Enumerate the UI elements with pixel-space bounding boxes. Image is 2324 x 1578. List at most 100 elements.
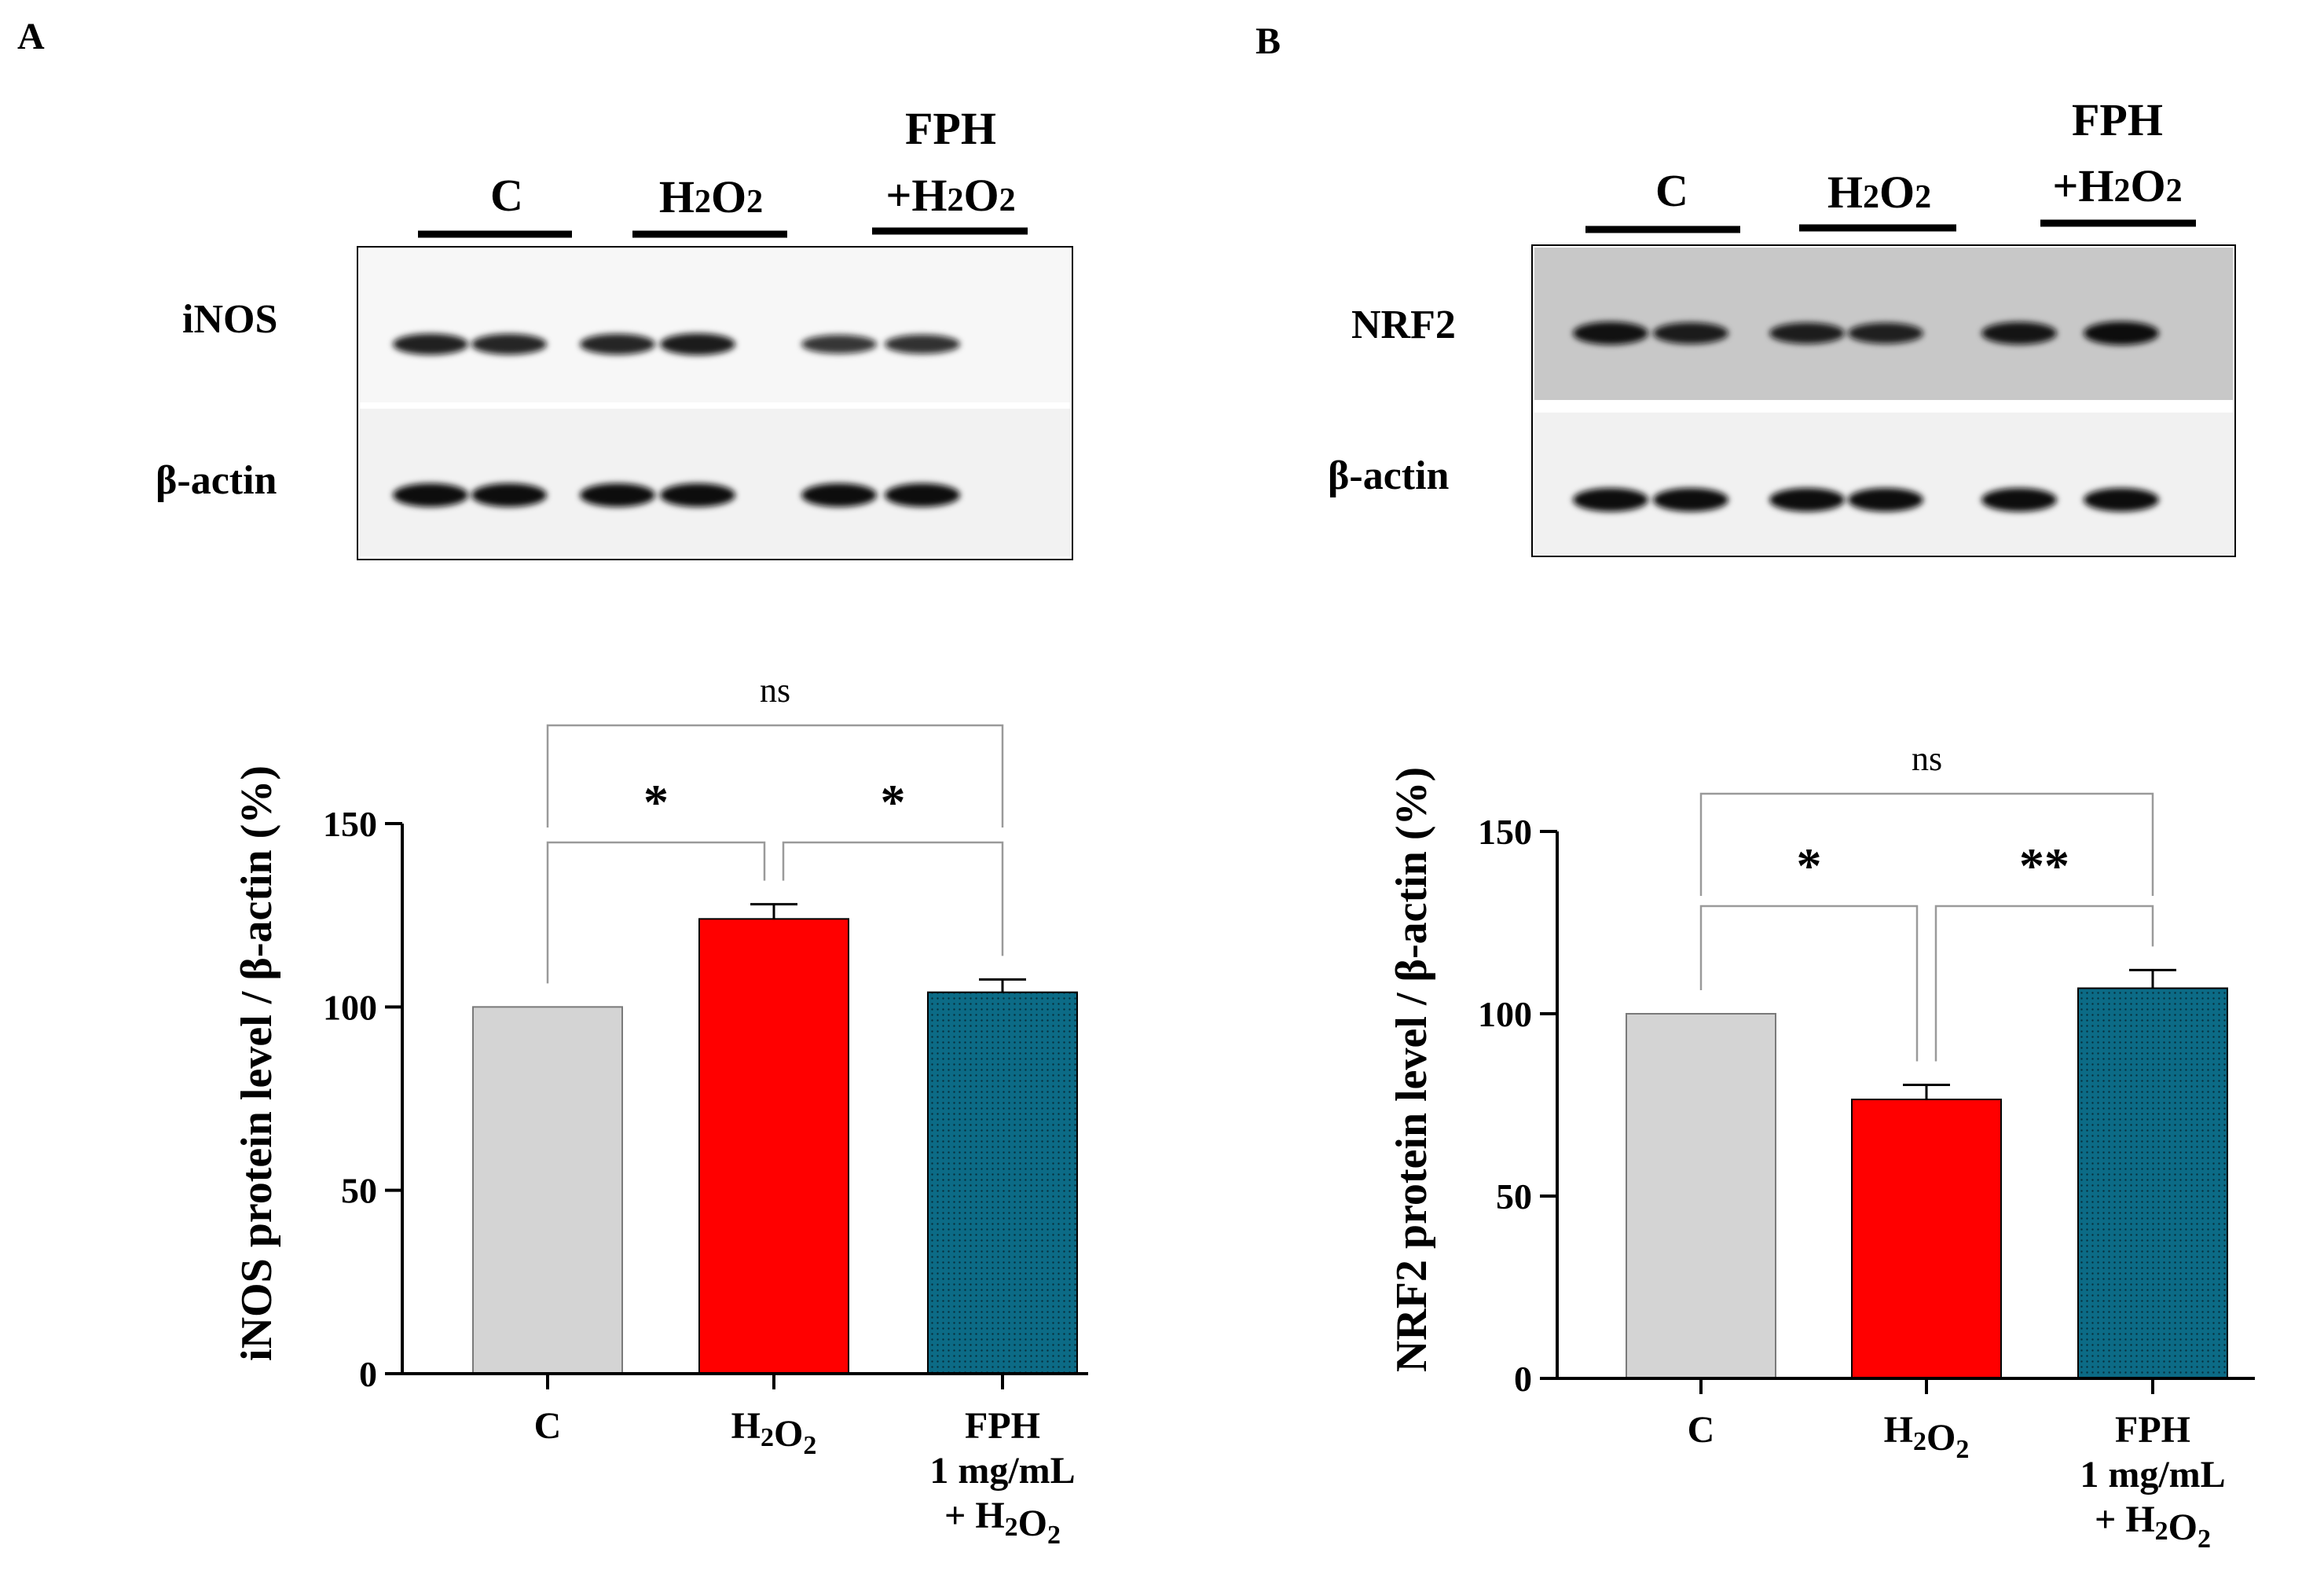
chart-b-category-2-line-1: H2O2 (1884, 1409, 1970, 1464)
blot-b-fph-plus-h: +H (2052, 160, 2113, 211)
chart-b-bar-3 (2077, 987, 2228, 1380)
blot-a-inos-band-6 (885, 334, 960, 354)
chart-a-ytick-label-100: 100 (323, 987, 377, 1027)
chart-b-sig-bracket-3 (1699, 792, 2154, 896)
blot-a-actin-band-6 (885, 483, 960, 507)
blot-b-nrf2-bands (1573, 321, 2159, 345)
blot-b-fph-o: O (2131, 160, 2166, 211)
chart-a-category-3-text: 1 mg/mL (929, 1450, 1075, 1492)
blot-a-row-inos-label: iNOS (182, 297, 277, 342)
chart-b-ytick-label-150: 150 (1478, 812, 1532, 852)
blot-b-actin-bands (1573, 488, 2159, 512)
blot-b-actin-strip (1534, 413, 2233, 554)
blot-a-h2o2-sub2: 2 (746, 184, 763, 220)
chart-a-category-3-line-2: 1 mg/mL (929, 1450, 1075, 1492)
chart-b-ylabel: NRF2 protein level / β-actin (%) (1387, 767, 1436, 1372)
chart-a-category-3-line-3: + H2O2 (944, 1495, 1061, 1550)
chart-a-category-1-text: C (534, 1405, 562, 1447)
blot-b-h2o2-sub1: 2 (1863, 179, 1879, 215)
blot-b-nrf2-band-5 (1981, 321, 2057, 345)
chart-b-category-3-line-3: + H2O2 (2095, 1499, 2211, 1554)
blot-b-fph-sub1: 2 (2114, 173, 2131, 209)
chart-a-category-3-text: O (1018, 1503, 1047, 1544)
blot-b-nrf2-band-3 (1769, 322, 1845, 344)
blot-a-group-fph-label-top: FPH (905, 103, 996, 154)
blot-a-inos-band-3 (580, 333, 655, 355)
blot-b-actin-band-3 (1769, 488, 1845, 512)
chart-b-category-3-text: + H (2095, 1499, 2155, 1540)
chart-b-ytick-label-0: 0 (1514, 1359, 1532, 1399)
blot-a-inos-strip (360, 250, 1070, 402)
chart-a-sig-label-2: * (881, 774, 906, 830)
chart-a-category-1-line-1: C (534, 1405, 562, 1447)
blot-b-h2o2-o: O (1879, 167, 1915, 218)
chart-a-category-2-subscript: 2 (803, 1431, 816, 1460)
chart-a-ytick-label-50: 50 (341, 1171, 377, 1211)
blot-a-fph-sub2: 2 (999, 182, 1016, 218)
chart-b-category-2-text: H (1884, 1409, 1913, 1451)
blot-a-actin-bands (393, 483, 960, 507)
chart-b-category-2-subscript: 2 (1956, 1435, 1969, 1464)
chart-b-category-3-line-1: FPH (2115, 1409, 2190, 1451)
chart-b-category-3-subscript: 2 (2155, 1517, 2168, 1546)
blot-a-inos-band-1 (393, 333, 468, 355)
panel-a-letter: A (17, 16, 45, 57)
chart-a-ytick-label-150: 150 (323, 804, 377, 844)
chart-a-bar-1 (472, 1006, 623, 1375)
chart-b-ytick-label-100: 100 (1478, 994, 1532, 1034)
blot-a-actin-band-4 (660, 483, 735, 507)
blot-b-group-fph-label: +H2O2 (2052, 160, 2182, 211)
blot-b-group-h2o2-label: H2O2 (1827, 167, 1931, 218)
blot-b-actin-band-4 (1848, 488, 1923, 512)
chart-b-ytick-label-50: 50 (1496, 1176, 1532, 1217)
chart-b-bar-1 (1626, 1013, 1776, 1379)
chart-a-category-2-subscript: 2 (761, 1423, 774, 1452)
blot-b-actin-band-2 (1653, 488, 1728, 512)
blot-b-row-nrf2-label: NRF2 (1351, 303, 1456, 347)
blot-a-h2o2-sub1: 2 (695, 184, 711, 220)
chart-b-category-1-line-1: C (1688, 1409, 1715, 1451)
chart-a-sig-bracket-2 (782, 841, 1004, 956)
blot-b-nrf2-band-4 (1848, 322, 1923, 344)
chart-b-category-2-text: O (1926, 1417, 1956, 1459)
blot-a-actin-strip (360, 409, 1070, 556)
chart-a-bar-2 (698, 918, 849, 1375)
blot-b-nrf2-band-6 (2084, 321, 2159, 345)
blot-a-actin-band-5 (801, 483, 877, 507)
blot-b-fph-sub2: 2 (2166, 173, 2183, 209)
chart-a-sig-label-3: ns (760, 671, 790, 710)
blot-a-h2o2-h: H (659, 171, 695, 222)
panel-a-blot: C H2O2 FPH +H2O2 iNOS β-actin (156, 103, 1073, 560)
blot-a-actin-band-1 (393, 483, 468, 507)
blot-b-h2o2-sub2: 2 (1915, 179, 1931, 215)
blot-b-h2o2-h: H (1827, 167, 1863, 218)
blot-a-inos-bands (393, 333, 960, 355)
chart-b-sig-label-2: ** (2019, 838, 2069, 894)
blot-b-row-actin-label: β-actin (1328, 453, 1450, 498)
blot-b-group-c-label: C (1655, 165, 1688, 216)
chart-a-sig-bracket-3 (546, 724, 1004, 828)
chart-b-category-3-text: FPH (2115, 1409, 2190, 1451)
blot-b-group-fph-label-top: FPH (2072, 94, 2163, 145)
blot-a-actin-band-2 (471, 483, 547, 507)
chart-b-category-2-subscript: 2 (1913, 1427, 1926, 1456)
chart-b-sig-label-3: ns (1912, 739, 1942, 778)
chart-b-category-1-text: C (1688, 1409, 1715, 1451)
chart-a-category-3-line-1: FPH (965, 1405, 1040, 1447)
chart-b-sig-bracket-1 (1699, 905, 1919, 1062)
chart-a-bar-3 (927, 991, 1078, 1374)
chart-b-category-3-line-2: 1 mg/mL (2080, 1454, 2225, 1495)
chart-b-category-3-subscript: 2 (2198, 1525, 2211, 1554)
panel-b-letter: B (1255, 20, 1281, 62)
chart-b-category-3-text: O (2168, 1506, 2198, 1548)
chart-b-category-3-text: 1 mg/mL (2080, 1454, 2225, 1495)
blot-a-group-c-label: C (490, 170, 523, 221)
blot-b-nrf2-band-1 (1573, 321, 1648, 345)
blot-b-actin-band-1 (1573, 488, 1648, 512)
blot-b-actin-band-5 (1981, 488, 2057, 512)
chart-a-sig-bracket-1 (546, 841, 766, 984)
blot-b-nrf2-band-2 (1653, 322, 1728, 344)
